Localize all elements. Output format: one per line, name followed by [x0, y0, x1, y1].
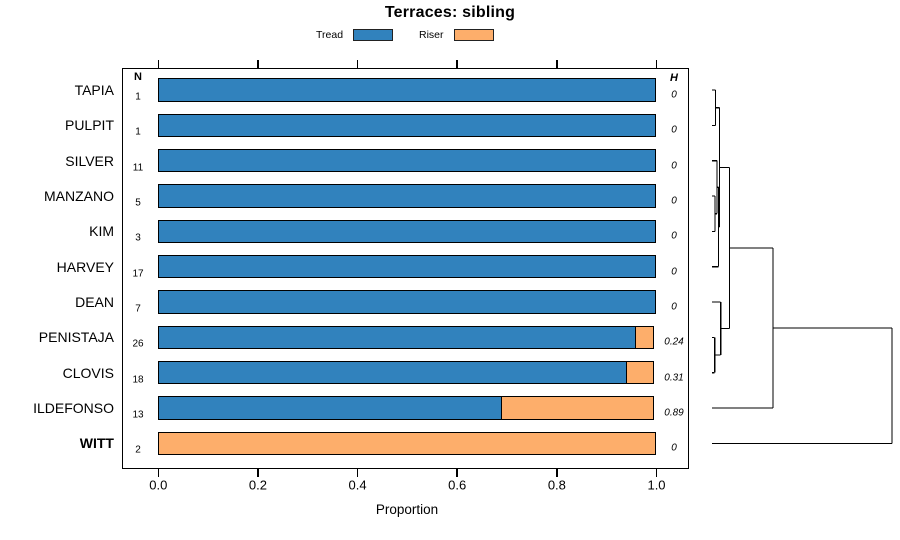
n-value: 17 [132, 268, 144, 280]
bar [157, 219, 656, 243]
x-axis-tick-bottom [356, 468, 359, 477]
bar-segment-riser [626, 360, 655, 385]
n-value: 26 [132, 338, 144, 350]
n-value: 2 [135, 444, 141, 456]
x-axis-tick-bottom [456, 468, 458, 477]
x-axis-tick-bottom [655, 468, 658, 477]
legend-swatch [453, 29, 494, 41]
h-value: 0 [671, 195, 677, 207]
legend-item: Tread [316, 28, 394, 42]
x-axis-tick-top [257, 60, 259, 68]
h-value: 0.89 [664, 407, 684, 419]
row-label: TAPIA [74, 82, 114, 98]
legend-label: Tread [316, 29, 344, 41]
h-value: 0 [671, 301, 677, 313]
bar [157, 325, 655, 349]
n-value: 5 [135, 197, 141, 209]
bar-segment-riser [157, 431, 656, 455]
x-axis-tick-label: 0.0 [149, 477, 168, 493]
x-axis-tick-top [456, 60, 458, 68]
bar [157, 254, 656, 279]
bar [157, 360, 655, 385]
legend-item: Riser [419, 28, 494, 42]
row-label: KIM [89, 223, 114, 240]
bar-segment-tread [157, 290, 656, 314]
bar [157, 148, 656, 173]
n-value: 11 [132, 162, 144, 174]
bar-segment-tread [157, 254, 656, 279]
row-label: MANZANO [44, 187, 114, 204]
row-label: PENISTAJA [38, 329, 114, 346]
bar [157, 184, 656, 208]
legend-label: Riser [419, 29, 444, 41]
legend-swatch [353, 29, 394, 41]
row-label: DEAN [75, 293, 114, 310]
bar [157, 78, 656, 102]
row-label: ILDEFONSO [33, 399, 114, 416]
bar-segment-riser [635, 325, 655, 349]
h-value: 0 [671, 442, 677, 454]
h-value: 0 [671, 230, 677, 242]
n-value: 13 [132, 409, 144, 421]
n-value: 1 [135, 126, 141, 138]
bar-segment-tread [157, 113, 656, 138]
row-label: CLOVIS [62, 364, 114, 381]
n-value: 18 [132, 374, 144, 386]
h-value: 0 [671, 89, 677, 101]
x-axis-tick-label: 0.4 [348, 477, 367, 493]
x-axis-title: Proportion [375, 502, 439, 517]
row-label: HARVEY [56, 258, 114, 275]
n-value: 3 [135, 232, 141, 244]
n-column-header: N [134, 71, 142, 83]
n-value: 1 [135, 91, 141, 103]
row-label: WITT [79, 435, 114, 452]
bar-segment-tread [157, 78, 656, 102]
x-axis-tick-top [157, 60, 160, 68]
x-axis-tick-label: 1.0 [647, 477, 666, 493]
bar [157, 431, 656, 455]
n-value: 7 [135, 303, 141, 315]
h-value: 0 [671, 124, 677, 136]
x-axis-tick-label: 0.8 [547, 477, 566, 493]
bar [157, 396, 655, 420]
row-label: PULPIT [64, 117, 114, 134]
x-axis-tick-bottom [257, 468, 259, 477]
h-value: 0.24 [664, 336, 684, 348]
x-axis-tick-bottom [157, 468, 160, 477]
h-value: 0 [671, 266, 677, 278]
bar [157, 113, 656, 138]
page-title: Terraces: sibling [384, 4, 516, 21]
h-value: 0 [671, 160, 677, 172]
row-label: SILVER [65, 152, 114, 169]
x-axis-tick-top [556, 60, 558, 68]
bar-segment-tread [157, 184, 656, 208]
x-axis-tick-top [356, 60, 359, 68]
x-axis-tick-top [655, 60, 658, 68]
x-axis-tick-label: 0.6 [448, 477, 467, 493]
bar-segment-riser [500, 396, 655, 420]
bar-segment-tread [157, 219, 656, 243]
x-axis-tick-label: 0.2 [248, 477, 267, 493]
bar-segment-tread [157, 148, 656, 173]
h-value: 0.31 [664, 372, 684, 384]
bar [157, 290, 656, 314]
h-column-header: H [670, 72, 678, 84]
x-axis-tick-bottom [556, 468, 558, 477]
